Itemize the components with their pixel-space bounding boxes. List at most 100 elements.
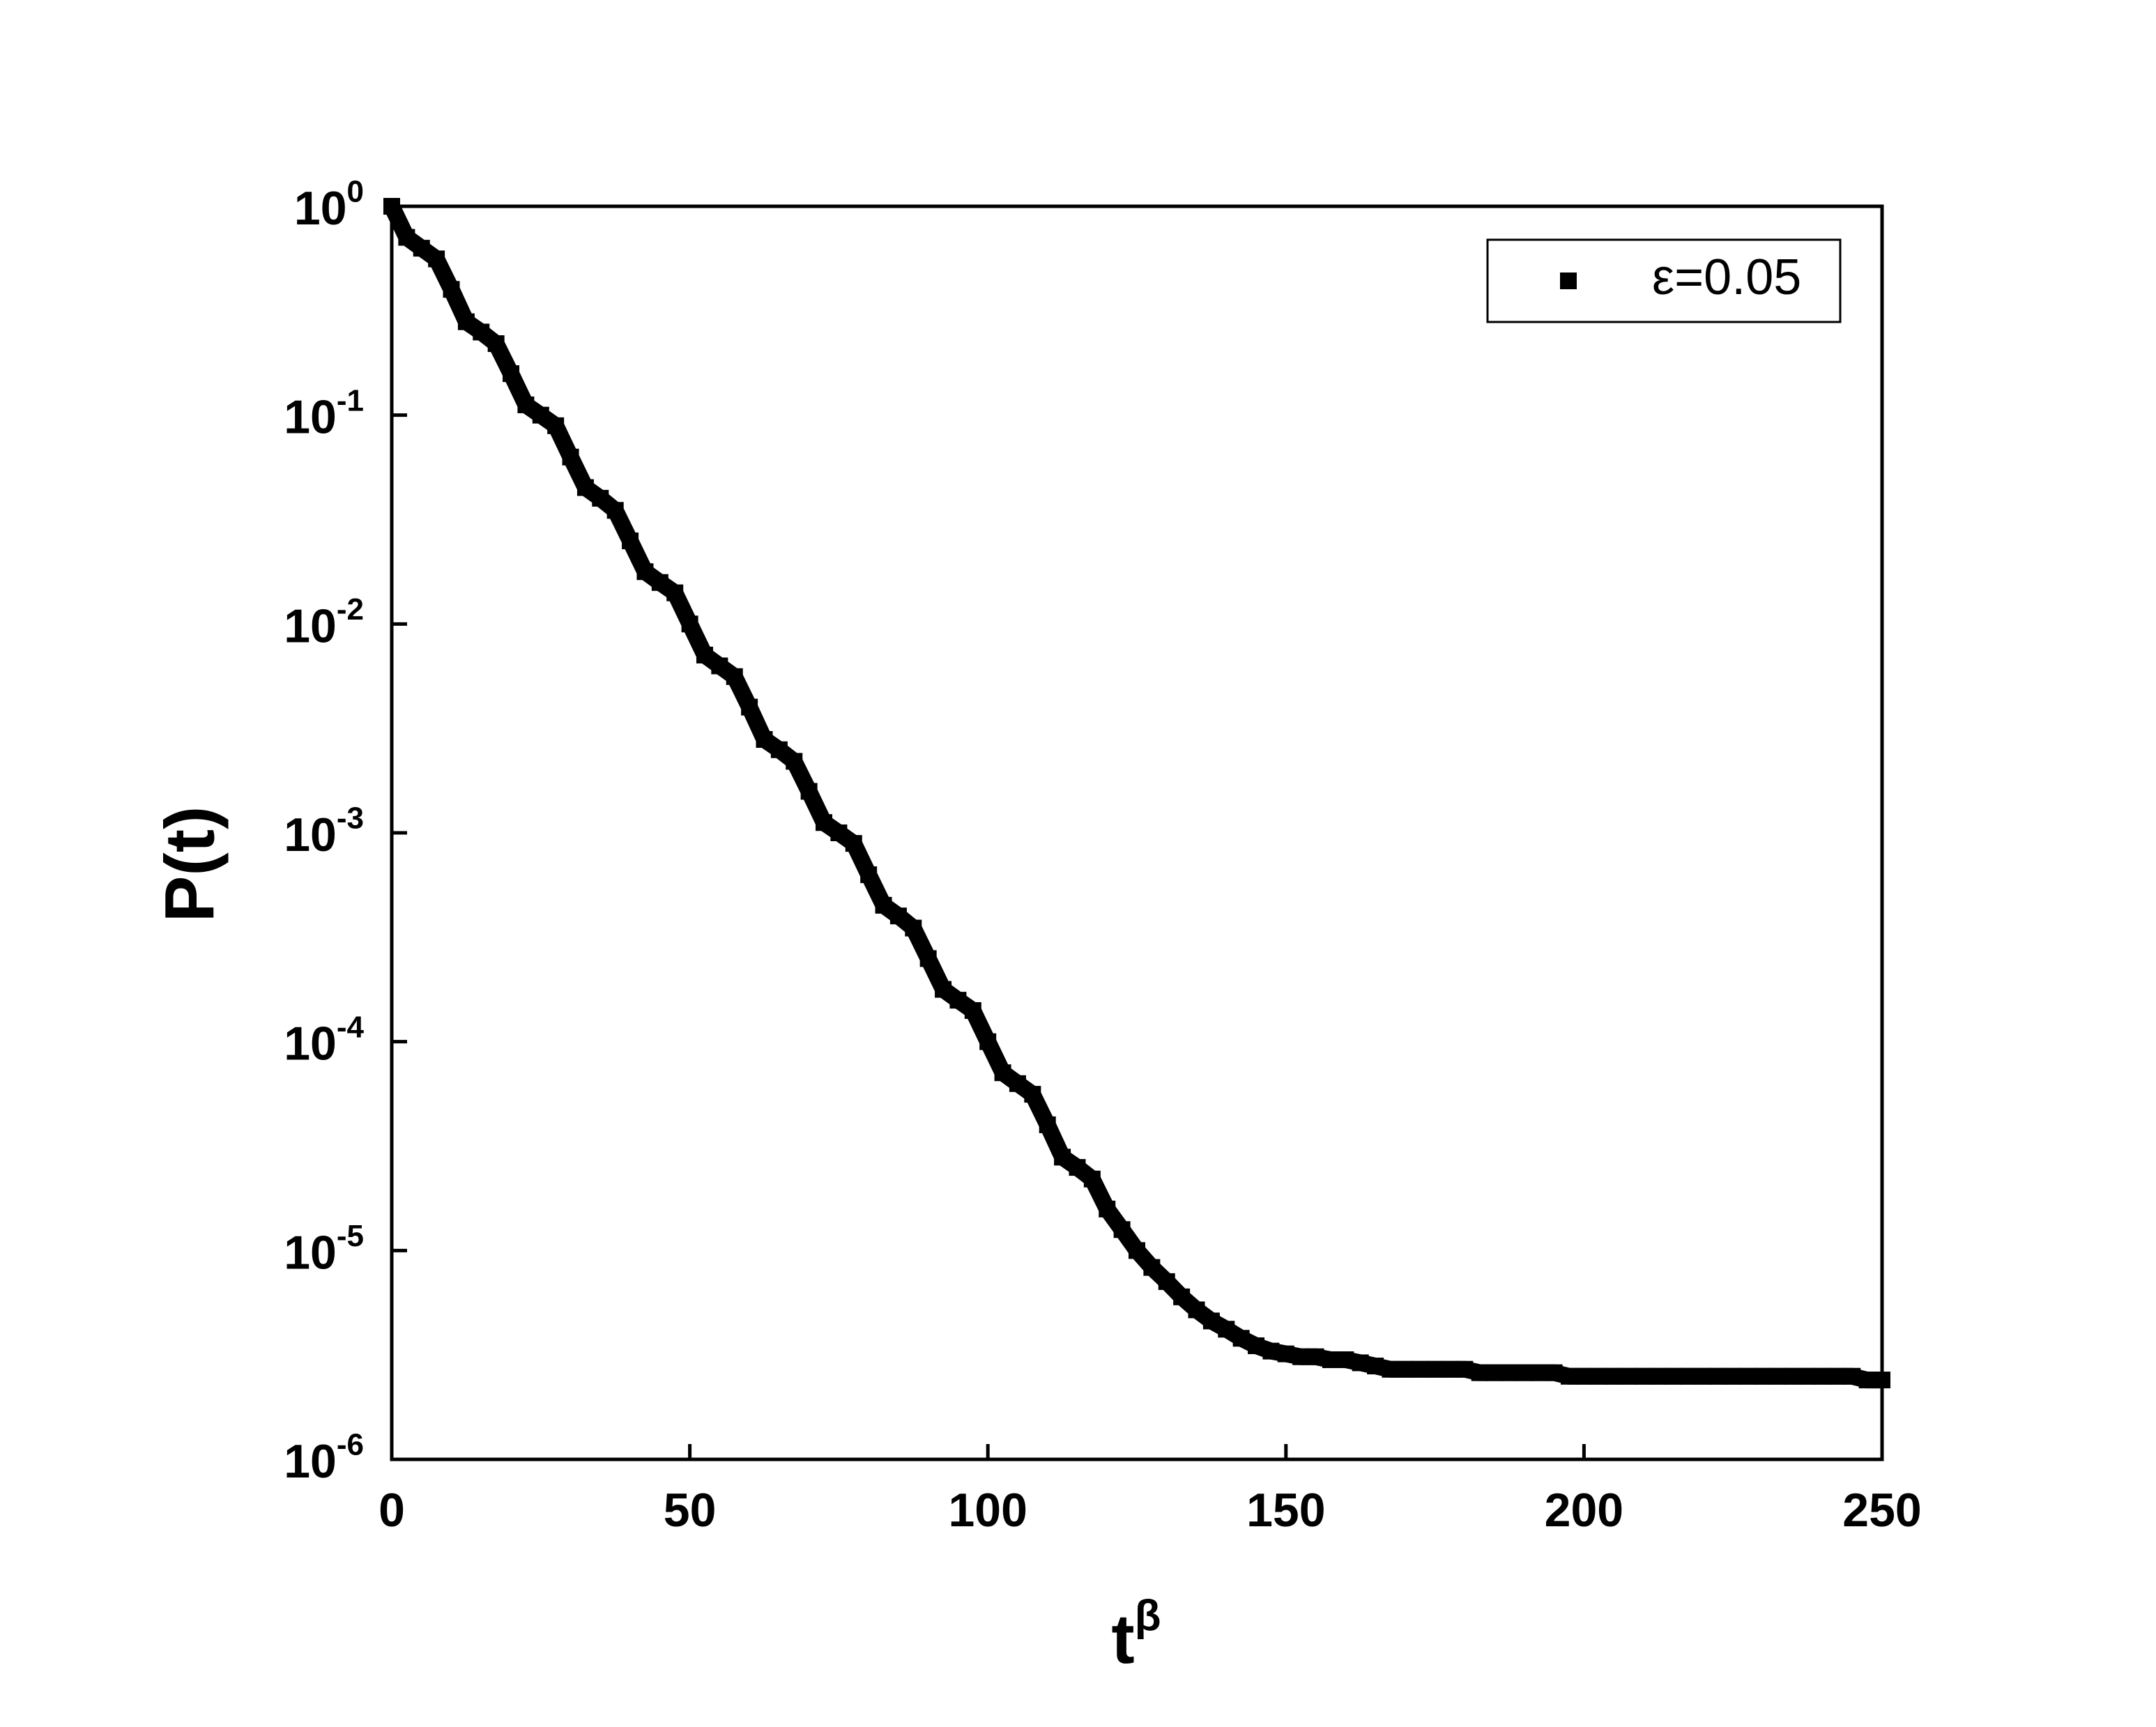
marker [711, 657, 728, 675]
marker [428, 250, 445, 268]
marker [1486, 1364, 1504, 1381]
marker [651, 574, 668, 591]
marker [726, 668, 743, 685]
marker [770, 741, 788, 758]
marker [1426, 1360, 1444, 1378]
marker [457, 313, 475, 330]
y-tick-label: 10-2 [284, 592, 364, 653]
y-tick-label: 10-6 [284, 1427, 364, 1488]
marker [622, 532, 639, 550]
marker [1620, 1367, 1637, 1385]
y-tick-label: 10-1 [284, 383, 364, 444]
marker [517, 396, 535, 413]
marker [1501, 1364, 1518, 1381]
marker [800, 783, 818, 800]
marker [964, 1001, 981, 1019]
y-tick-label: 10-4 [284, 1010, 364, 1070]
marker [1322, 1351, 1339, 1369]
marker [1456, 1360, 1474, 1378]
marker [1202, 1312, 1220, 1330]
marker [1545, 1364, 1563, 1381]
marker [889, 907, 907, 925]
marker [816, 814, 833, 831]
marker [487, 335, 505, 353]
x-tick-label: 0 [379, 1484, 405, 1537]
marker [1665, 1367, 1682, 1385]
x-tick-label: 150 [1246, 1484, 1325, 1537]
marker [1382, 1360, 1399, 1378]
marker [1412, 1360, 1429, 1378]
series [383, 198, 1890, 1389]
marker [875, 896, 892, 914]
marker [1158, 1273, 1175, 1290]
y-tick-label: 100 [294, 174, 364, 235]
marker [1531, 1364, 1548, 1381]
marker [1367, 1358, 1384, 1375]
marker [1709, 1367, 1727, 1385]
marker [1635, 1367, 1652, 1385]
marker [636, 563, 654, 581]
marker [443, 281, 460, 298]
marker [1695, 1367, 1712, 1385]
plot-frame [390, 204, 1884, 1461]
marker [1009, 1075, 1026, 1092]
marker [503, 365, 520, 383]
x-tick-label: 200 [1545, 1484, 1623, 1537]
marker [1441, 1360, 1458, 1378]
marker [1769, 1367, 1787, 1385]
y-tick-label: 10-3 [284, 801, 364, 861]
marker [398, 229, 415, 246]
marker [562, 448, 579, 466]
marker [1605, 1367, 1623, 1385]
marker [1784, 1367, 1801, 1385]
marker [1262, 1342, 1280, 1360]
marker [949, 992, 967, 1009]
marker [1739, 1367, 1757, 1385]
y-tick-label: 10-5 [284, 1219, 364, 1280]
marker [1173, 1288, 1191, 1305]
marker [1113, 1221, 1131, 1238]
y-axis-label: P(t) [151, 806, 229, 923]
marker [756, 731, 773, 749]
marker [1814, 1367, 1831, 1385]
marker [1248, 1337, 1265, 1354]
marker [1129, 1242, 1145, 1259]
marker [666, 584, 684, 601]
marker [1069, 1159, 1086, 1176]
legend-marker [1560, 273, 1577, 289]
marker [935, 981, 952, 998]
marker [830, 824, 848, 841]
marker [1575, 1367, 1593, 1385]
marker [979, 1033, 997, 1050]
marker [1143, 1259, 1161, 1276]
marker [1099, 1200, 1116, 1218]
marker [1218, 1321, 1235, 1338]
marker [1292, 1348, 1310, 1365]
marker [1307, 1348, 1324, 1365]
marker [1844, 1367, 1861, 1385]
marker [919, 950, 937, 967]
marker [473, 323, 490, 341]
marker [1232, 1330, 1250, 1347]
x-tick-label: 100 [948, 1484, 1027, 1537]
marker [1471, 1364, 1488, 1381]
marker [1024, 1086, 1041, 1103]
marker [1799, 1367, 1817, 1385]
marker [905, 919, 922, 937]
marker [845, 835, 862, 852]
marker [696, 646, 713, 663]
marker [1039, 1116, 1056, 1133]
marker [413, 240, 430, 257]
legend-box [1486, 238, 1842, 323]
marker [1352, 1354, 1369, 1372]
marker [681, 615, 698, 633]
marker [1083, 1170, 1101, 1188]
marker [786, 753, 803, 770]
marker [1396, 1360, 1414, 1378]
marker [1515, 1364, 1533, 1381]
marker [994, 1064, 1011, 1082]
x-tick-label: 250 [1842, 1484, 1921, 1537]
marker [1754, 1367, 1771, 1385]
